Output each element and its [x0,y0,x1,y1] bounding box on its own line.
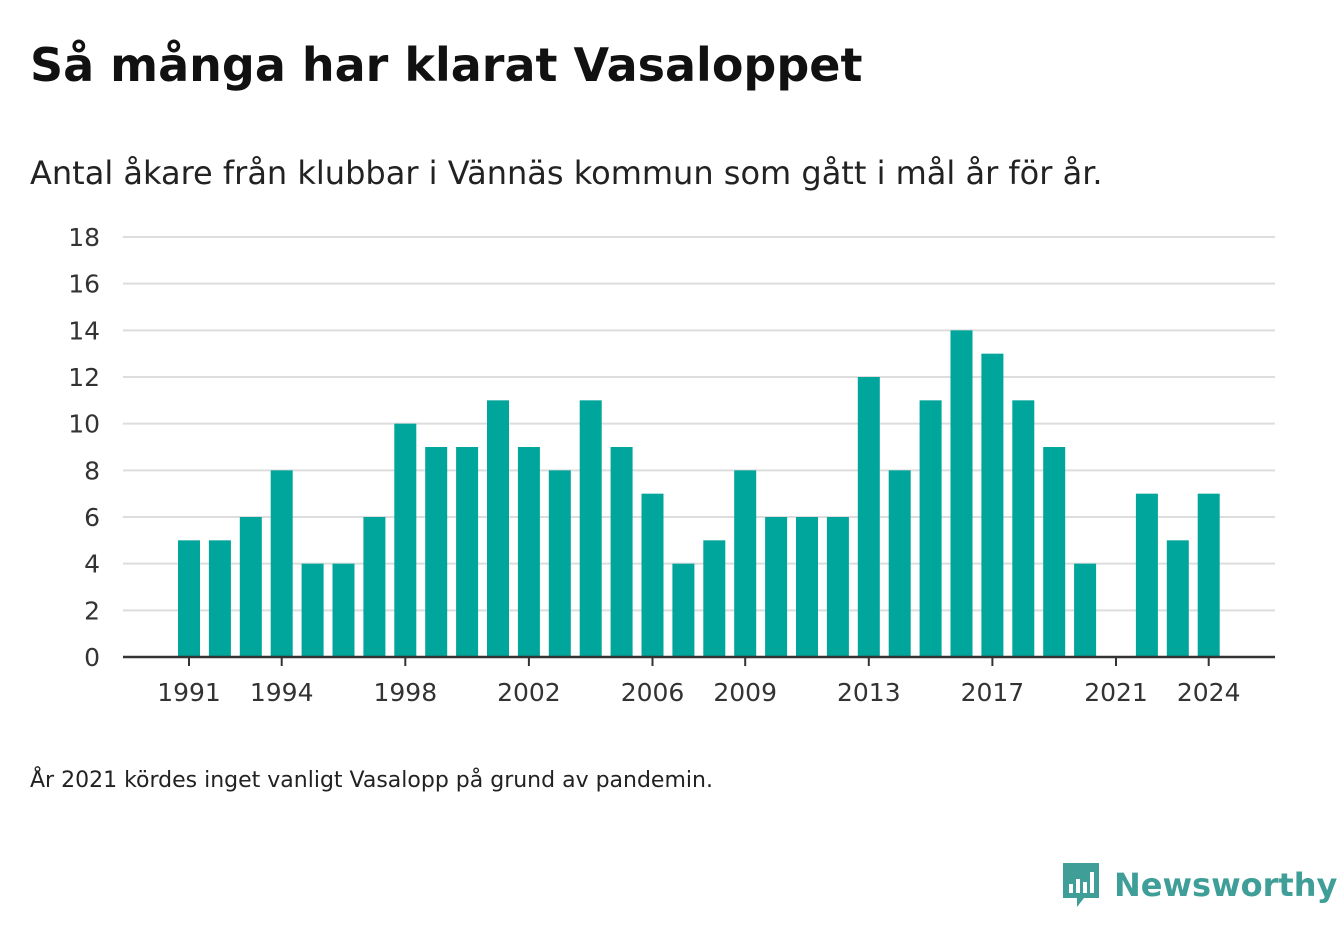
bar-2010 [765,517,788,657]
brand-logo-group: Newsworthy [1060,860,1337,910]
y-tick-label: 14 [68,316,100,345]
bar-2023 [1166,540,1189,657]
y-tick-label: 0 [84,643,100,672]
x-tick-label: 2009 [713,678,777,707]
bar-2014 [888,470,911,657]
bar-chart: 0 2 4 6 8 10 12 14 16 18 1991 1994 1998 2002 2006 2009 2… [68,223,1275,707]
y-tick-label: 10 [68,410,100,439]
bar-2016 [950,330,973,657]
bar-1998 [394,423,417,657]
bar-2017 [981,353,1004,657]
logo-bar-4 [1090,872,1094,893]
bar-2020 [1074,563,1097,657]
bars [178,330,1220,657]
y-tick-label: 6 [84,503,100,532]
x-tick-label: 2013 [837,678,901,707]
tick-labels: 0 2 4 6 8 10 12 14 16 18 1991 1994 1998 2002 2006 2009 2… [68,223,1240,707]
logo-bar-1 [1069,884,1073,893]
bar-2000 [456,447,479,657]
y-tick-label: 2 [84,596,100,625]
y-tick-label: 4 [84,550,100,579]
footnote: År 2021 kördes inget vanligt Vasalopp på… [30,768,713,793]
y-tick-label: 12 [68,363,100,392]
x-tick-label: 1994 [250,678,314,707]
bar-1996 [332,563,355,657]
bar-2018 [1012,400,1035,657]
brand-name: Newsworthy [1114,866,1338,904]
bar-1995 [301,563,324,657]
bar-2009 [734,470,757,657]
chart-title: Så många har klarat Vasaloppet [30,38,863,92]
bar-chart-speech-bubble-icon [1063,863,1099,907]
x-tick-label: 2024 [1177,678,1241,707]
bar-2013 [857,377,880,657]
x-tick-label: 1998 [373,678,437,707]
bar-2022 [1135,493,1158,657]
x-tick-label: 1991 [157,678,221,707]
bar-1991 [178,540,200,657]
bar-1994 [270,470,293,657]
bar-2002 [517,447,540,657]
x-tick-label: 2006 [621,678,685,707]
bar-1999 [425,447,448,657]
bar-1992 [208,540,231,657]
bar-2006 [641,493,664,657]
bar-2007 [672,563,695,657]
gridlines [123,236,1275,612]
x-tick-label: 2021 [1084,678,1148,707]
logo-bar-2 [1076,879,1080,893]
bar-2011 [796,517,818,657]
axes [123,655,1275,666]
logo-bar-3 [1083,882,1087,893]
bar-2019 [1043,447,1066,657]
x-tick-label: 2017 [961,678,1025,707]
bar-2003 [548,470,571,657]
bar-2004 [579,400,602,657]
bar-2012 [826,517,849,657]
bar-2015 [919,400,942,657]
bar-1997 [363,517,386,657]
y-tick-label: 18 [68,223,100,252]
y-tick-label: 8 [84,456,100,485]
x-tick-label: 2002 [497,678,561,707]
y-tick-label: 16 [68,270,100,299]
bar-1993 [239,517,262,657]
bar-2005 [610,447,633,657]
bar-2008 [703,540,726,657]
chart-subtitle: Antal åkare från klubbar i Vännäs kommun… [30,154,1103,192]
bar-2001 [487,400,509,657]
bar-2024 [1197,493,1220,657]
